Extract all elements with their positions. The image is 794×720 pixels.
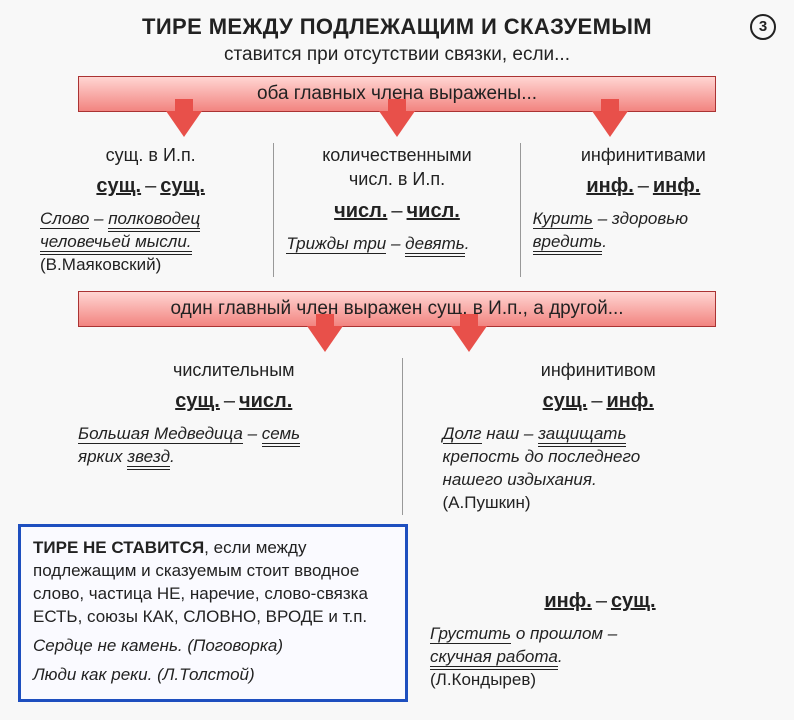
col-header: числительным [78,358,390,382]
no-dash-example-2: Люди как реки. (Л.Толстой) [33,664,393,687]
col-noun-num: числительным сущ.–числ. Большая Медведиц… [28,358,402,515]
top-columns: сущ. в И.п. сущ.–сущ. Слово – полководец… [28,143,766,277]
arrow-down-icon [166,111,202,137]
page-number: 3 [750,14,776,40]
no-dash-box: ТИРЕ НЕ СТАВИТСЯ, если между подлежащим … [18,524,408,702]
author: (А.Пушкин) [443,493,531,512]
pattern: инф.–сущ. [430,588,770,615]
col-noun-inf: инфинитивом сущ.–инф. Долг наш – защищат… [402,358,767,515]
col-header: сущ. в И.п. [40,143,261,167]
col-inf-inf: инфинитивами инф.–инф. Курить – здоровью… [520,143,766,277]
bottom-columns: числительным сущ.–числ. Большая Медведиц… [28,358,766,515]
col-header: количественнымичисл. в И.п. [286,143,507,192]
pattern: сущ.–числ. [78,388,390,415]
arrow-down-icon [307,326,343,352]
pattern: числ.–числ. [286,198,507,225]
col-header: инфинитивами [533,143,754,167]
example: Большая Медведица – семь ярких звезд. [78,423,390,469]
example: Долг наш – защищать крепость до последне… [443,423,755,515]
header-bar-2: один главный член выражен сущ. в И.п., а… [78,291,716,327]
pattern: инф.–инф. [533,173,754,200]
author: (В.Маяковский) [40,255,161,274]
col-header: инфинитивом [443,358,755,382]
arrow-down-icon [379,111,415,137]
arrows-row-1 [78,112,716,137]
col-noun-noun: сущ. в И.п. сущ.–сущ. Слово – полководец… [28,143,273,277]
pattern: сущ.–инф. [443,388,755,415]
col-inf-noun: инф.–сущ. Грустить о прошлом – скучная р… [430,588,770,692]
example: Грустить о прошлом – скучная работа. (Л.… [430,623,770,692]
arrows-row-2 [78,327,716,352]
arrow-down-icon [451,326,487,352]
pattern: сущ.–сущ. [40,173,261,200]
no-dash-example-1: Сердце не камень. (Поговорка) [33,635,393,658]
author: (Л.Кондырев) [430,670,536,689]
title: ТИРЕ МЕЖДУ ПОДЛЕЖАЩИМ И СКАЗУЕМЫМ [18,14,776,40]
col-num-num: количественнымичисл. в И.п. числ.–числ. … [273,143,519,277]
subtitle: ставится при отсутствии связки, если... [18,44,776,66]
example: Трижды три – девять. [286,233,507,256]
arrow-down-icon [592,111,628,137]
example: Слово – полководец человечьей мысли. (В.… [40,208,261,277]
example: Курить – здоровью вредить. [533,208,754,254]
no-dash-title: ТИРЕ НЕ СТАВИТСЯ [33,538,204,557]
